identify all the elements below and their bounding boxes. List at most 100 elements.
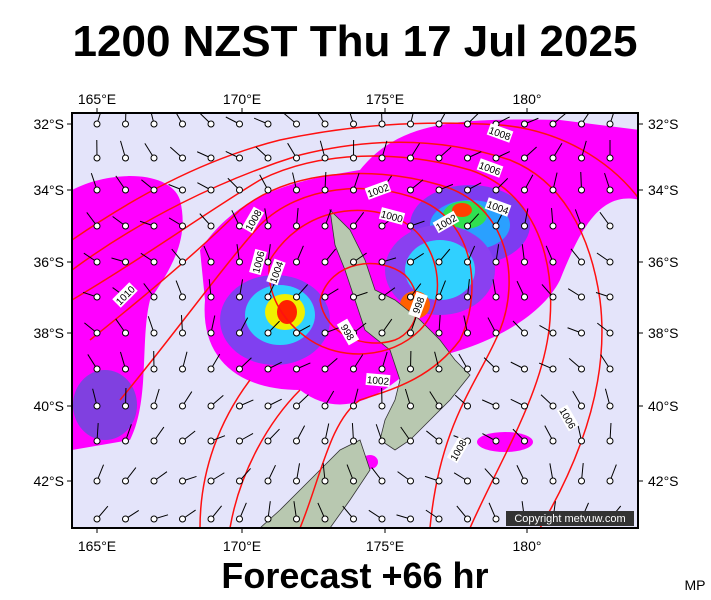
wind-station: [350, 186, 357, 194]
latitude-label: 42°S: [33, 473, 64, 489]
wind-station: [264, 222, 272, 230]
wind-station: [606, 329, 614, 337]
wind-station: [549, 437, 557, 445]
wind-station: [293, 222, 300, 230]
wind-station: [578, 222, 585, 230]
wind-station: [606, 222, 614, 230]
wind-station: [150, 365, 158, 373]
wind-station: [179, 222, 186, 230]
wind-station: [350, 120, 357, 128]
wind-station: [350, 437, 357, 445]
wind-station: [179, 437, 186, 445]
wind-station: [407, 515, 414, 523]
wind-station: [606, 477, 614, 485]
wind-station: [150, 120, 158, 128]
isobar-label-box: [266, 258, 286, 286]
wind-station: [407, 329, 414, 337]
wind-station: [236, 515, 243, 523]
map-frame: [71, 112, 639, 529]
wind-station: [407, 477, 414, 485]
wind-station: [236, 329, 243, 337]
longitude-label: 180°: [513, 538, 542, 554]
wind-station: [93, 154, 101, 162]
wind-station: [464, 222, 471, 230]
wind-station: [435, 402, 443, 410]
wind-station: [378, 120, 386, 128]
latitude-label: 34°S: [33, 182, 64, 198]
wind-station: [321, 154, 329, 162]
wind-station: [179, 154, 186, 162]
wind-station: [293, 402, 300, 410]
wind-station: [207, 402, 215, 410]
wind-station: [407, 437, 414, 445]
isobar-label-box: [486, 123, 514, 143]
wind-station: [492, 515, 500, 523]
wind-station: [578, 186, 585, 194]
wind-station: [549, 222, 557, 230]
longitude-label: 165°E: [78, 538, 116, 554]
wind-station: [122, 222, 129, 230]
wind-station: [350, 515, 357, 523]
wind-station: [293, 120, 300, 128]
wind-station: [321, 477, 329, 485]
wind-station: [492, 437, 500, 445]
wind-station: [207, 186, 215, 194]
wind-station: [464, 293, 471, 301]
wind-station: [492, 477, 500, 485]
wind-station: [150, 515, 158, 523]
wind-station: [321, 186, 329, 194]
wind-station: [321, 329, 329, 337]
wind-station: [492, 402, 500, 410]
latitude-label: 38°S: [33, 325, 64, 341]
wind-station: [407, 258, 414, 266]
wind-station: [150, 402, 158, 410]
wind-station: [264, 186, 272, 194]
wind-station: [236, 293, 243, 301]
wind-station: [207, 120, 215, 128]
wind-station: [521, 186, 528, 194]
wind-station: [150, 293, 158, 301]
wind-station: [150, 329, 158, 337]
latitude-label: 32°S: [648, 116, 679, 132]
wind-station: [578, 120, 585, 128]
wind-station: [179, 477, 186, 485]
wind-station: [521, 329, 528, 337]
wind-station: [179, 515, 186, 523]
wind-station: [606, 120, 614, 128]
wind-station: [122, 258, 129, 266]
wind-station: [407, 222, 414, 230]
latitude-label: 42°S: [648, 473, 679, 489]
wind-station: [122, 120, 129, 128]
wind-station: [93, 120, 101, 128]
wind-station: [93, 222, 101, 230]
wind-station: [264, 154, 272, 162]
wind-station: [578, 402, 585, 410]
latitude-label: 36°S: [33, 254, 64, 270]
latitude-label: 40°S: [648, 398, 679, 414]
wind-station: [179, 258, 186, 266]
wind-station: [464, 186, 471, 194]
longitude-label: 180°: [513, 91, 542, 107]
wind-station: [93, 293, 101, 301]
wind-station: [521, 258, 528, 266]
isobar-label-box: [241, 206, 265, 234]
wind-station: [264, 293, 272, 301]
wind-station: [236, 402, 243, 410]
wind-station: [464, 515, 471, 523]
wind-station: [492, 329, 500, 337]
wind-station: [93, 186, 101, 194]
wind-station: [549, 120, 557, 128]
axes: 165°E 165°E 170°E 170°E 175°E 175°E 180° 180° 32…: [33, 91, 678, 554]
wind-station: [378, 329, 386, 337]
wind-station: [378, 402, 386, 410]
isobar-label-box: [446, 436, 470, 464]
forecast-label: Forecast +66 hr: [221, 555, 488, 596]
wind-station: [264, 477, 272, 485]
wind-station: [264, 402, 272, 410]
wind-station: [93, 365, 101, 373]
wind-station: [521, 293, 528, 301]
isobar-label: 1002: [365, 372, 391, 388]
wind-station: [549, 477, 557, 485]
wind-station: [435, 365, 443, 373]
